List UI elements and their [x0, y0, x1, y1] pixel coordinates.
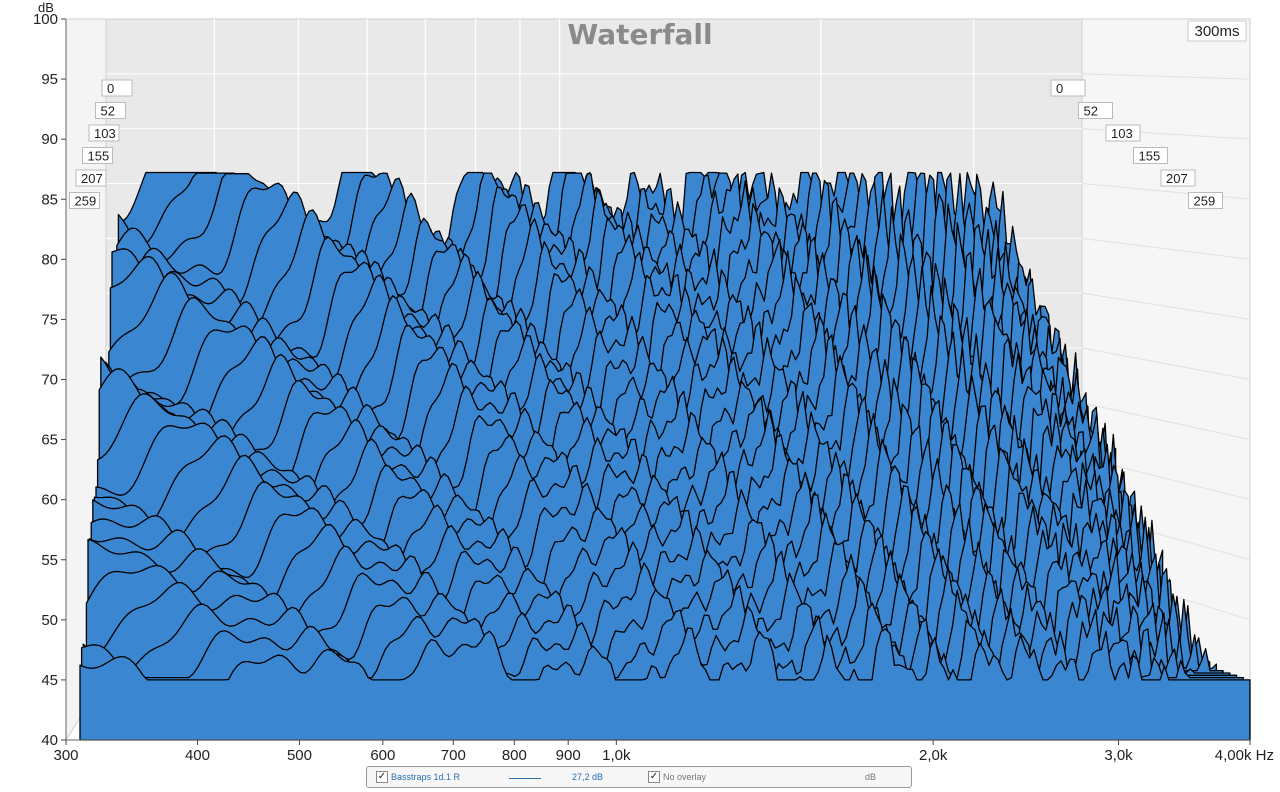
time-label-left: 103 — [94, 126, 116, 141]
time-label-right: 259 — [1194, 194, 1216, 209]
time-label-right: 207 — [1166, 171, 1188, 186]
y-tick-label: 50 — [41, 612, 58, 629]
series-checkbox[interactable]: ✓ — [376, 771, 388, 783]
overlay-unit: dB — [865, 772, 877, 782]
time-label-box-right — [1160, 169, 1196, 187]
time-label-box-left — [95, 102, 126, 119]
smoothing-value: 27,2 dB — [572, 772, 604, 782]
legend-bar: ✓ Basstraps 1d.1 R 27,2 dB ✓ No overlay … — [366, 766, 912, 788]
side-grid-hline — [1081, 73, 1251, 80]
side-grid-hline — [1081, 402, 1251, 441]
time-label-box-right — [1050, 79, 1086, 97]
time-label-right: 0 — [1056, 81, 1063, 96]
time-label-box-right — [1078, 102, 1113, 119]
time-axis-label: 300ms — [1187, 20, 1247, 42]
x-tick-label: 2,0k — [919, 747, 948, 764]
y-tick-label: 40 — [41, 732, 58, 749]
y-tick-label: 95 — [41, 71, 58, 88]
time-label-left: 52 — [101, 104, 115, 119]
y-tick-label: 75 — [41, 311, 58, 328]
time-label-box-right — [1188, 192, 1223, 209]
chart-title: Waterfall — [567, 18, 712, 51]
y-tick-label: 80 — [41, 251, 58, 268]
side-grid-hline — [1081, 237, 1251, 260]
x-tick-label: 4,00k Hz — [1215, 747, 1274, 764]
x-tick-label: 1,0k — [602, 747, 631, 764]
time-label-box-left — [75, 169, 107, 187]
time-label-left: 0 — [107, 81, 114, 96]
y-tick-label: 70 — [41, 372, 58, 389]
time-label-right: 155 — [1139, 149, 1161, 164]
waterfall-slice — [79, 627, 1251, 741]
side-grid-hline — [1081, 292, 1251, 320]
overlay-label: No overlay — [663, 772, 707, 782]
y-tick-label: 85 — [41, 191, 58, 208]
time-label-right: 52 — [1084, 104, 1098, 119]
time-label-left: 207 — [81, 171, 103, 186]
time-label-box-left — [82, 147, 113, 164]
time-label-right: 103 — [1111, 126, 1133, 141]
time-label-box-left — [69, 192, 100, 209]
x-tick-label: 500 — [287, 747, 312, 764]
y-tick-label: 65 — [41, 432, 58, 449]
time-label-left: 259 — [75, 194, 97, 209]
y-tick-label: 60 — [41, 492, 58, 509]
time-label-box-right — [1105, 124, 1141, 142]
time-axis-label-text: 300ms — [1194, 23, 1239, 40]
y-axis-unit-label: dB — [38, 0, 54, 15]
x-tick-label: 800 — [502, 747, 527, 764]
time-label-box-left — [88, 124, 120, 142]
x-tick-label: 400 — [185, 747, 210, 764]
y-tick-label: 100 — [33, 11, 58, 28]
overlay-checkbox[interactable]: ✓ — [648, 771, 660, 783]
time-label-left: 155 — [88, 149, 110, 164]
y-tick-label: 45 — [41, 672, 58, 689]
waterfall-slices — [79, 171, 1251, 741]
y-tick-label: 90 — [41, 131, 58, 148]
x-tick-label: 700 — [441, 747, 466, 764]
y-tick-label: 55 — [41, 552, 58, 569]
series-line-swatch — [509, 778, 541, 779]
time-label-box-right — [1133, 147, 1168, 164]
x-tick-label: 300 — [53, 747, 78, 764]
series-name: Basstraps 1d.1 R — [391, 772, 461, 782]
x-tick-label: 900 — [556, 747, 581, 764]
x-tick-label: 3,0k — [1104, 747, 1133, 764]
side-grid-hline — [1081, 347, 1251, 380]
time-label-box-left — [101, 79, 133, 97]
x-tick-label: 600 — [370, 747, 395, 764]
